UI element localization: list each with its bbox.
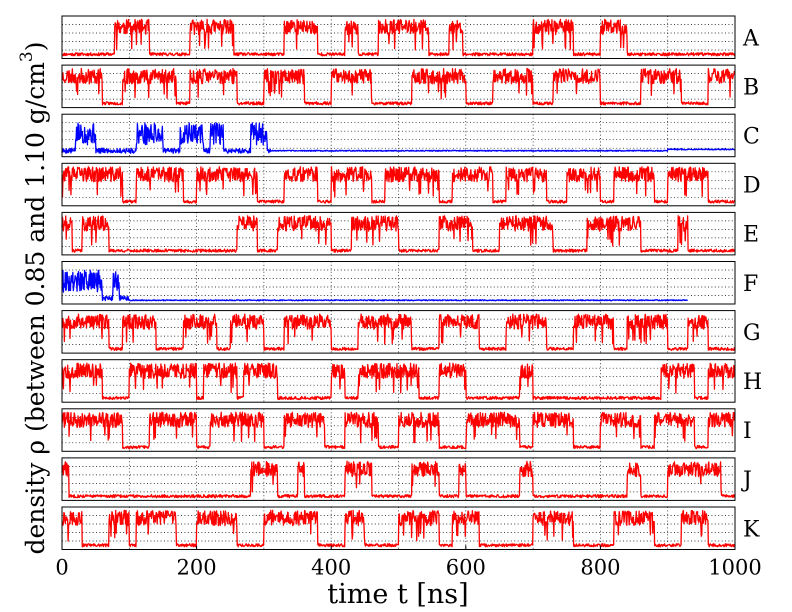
panel-frame bbox=[61, 457, 736, 501]
panel-frame bbox=[61, 211, 736, 256]
x-tick-label: 600 bbox=[446, 556, 486, 580]
series-line-C bbox=[61, 122, 735, 154]
panel-D: D bbox=[61, 162, 761, 207]
panel-J: J bbox=[61, 457, 752, 501]
series-line-F bbox=[61, 269, 689, 302]
panel-label-G: G bbox=[743, 321, 761, 346]
series-line-I bbox=[61, 411, 736, 450]
x-tick-label: 400 bbox=[311, 556, 351, 580]
panel-frame bbox=[61, 64, 736, 109]
panel-F: F bbox=[61, 261, 758, 305]
x-tick-label: 1000 bbox=[708, 556, 761, 580]
x-axis-label-text: time t [ns] bbox=[327, 579, 468, 610]
panel-label-J: J bbox=[741, 468, 752, 493]
series-line-B bbox=[61, 67, 736, 106]
panel-H: H bbox=[61, 359, 762, 403]
panel-frame bbox=[61, 506, 736, 550]
panel-frame bbox=[61, 162, 736, 207]
panel-A: A bbox=[61, 15, 760, 59]
y-axis-label-symbol: ρ bbox=[21, 440, 50, 455]
panel-frame bbox=[61, 359, 736, 403]
panel-frame bbox=[61, 408, 736, 452]
panel-E: E bbox=[61, 211, 759, 256]
y-axis-label-prefix: density bbox=[21, 455, 50, 555]
panel-label-K: K bbox=[743, 517, 760, 542]
y-axis-label-exponent: 3 bbox=[17, 51, 37, 62]
x-tick-label: 200 bbox=[177, 556, 217, 580]
series-line-A bbox=[61, 18, 736, 57]
panel-label-H: H bbox=[743, 370, 762, 395]
x-axis-label: time t [ns] bbox=[327, 579, 468, 610]
panel-label-B: B bbox=[743, 75, 759, 100]
panel-label-F: F bbox=[743, 272, 758, 297]
panel-frame bbox=[61, 113, 736, 158]
panel-frame bbox=[61, 15, 736, 59]
panel-I: I bbox=[61, 408, 752, 452]
panel-label-C: C bbox=[743, 124, 760, 149]
panel-frame bbox=[61, 261, 736, 305]
panel-frame bbox=[61, 310, 736, 354]
x-axis-ticks: 0 200 400 600 800 1000 bbox=[55, 545, 762, 580]
x-tick-label: 0 bbox=[55, 556, 68, 580]
panel-label-E: E bbox=[743, 223, 759, 248]
panel-label-I: I bbox=[743, 419, 752, 444]
series-line-H bbox=[61, 362, 736, 401]
y-axis-label-suffix: (between 0.85 and 1.10 g/cm bbox=[21, 62, 50, 440]
series-line-G bbox=[61, 313, 736, 351]
panel-label-A: A bbox=[742, 26, 760, 51]
panel-label-D: D bbox=[743, 174, 761, 199]
x-tick-label: 800 bbox=[580, 556, 620, 580]
series-line-K bbox=[61, 509, 736, 548]
y-axis-label: density ρ (between 0.85 and 1.10 g/cm3) bbox=[17, 41, 50, 554]
panel-G: G bbox=[61, 310, 761, 354]
panel-K: K bbox=[61, 506, 760, 550]
panel-B: B bbox=[61, 64, 759, 109]
panel-C: C bbox=[61, 113, 760, 158]
y-axis-label-close: ) bbox=[21, 41, 50, 51]
series-line-D bbox=[61, 166, 736, 204]
series-line-E bbox=[61, 215, 736, 253]
series-line-J bbox=[61, 460, 736, 499]
